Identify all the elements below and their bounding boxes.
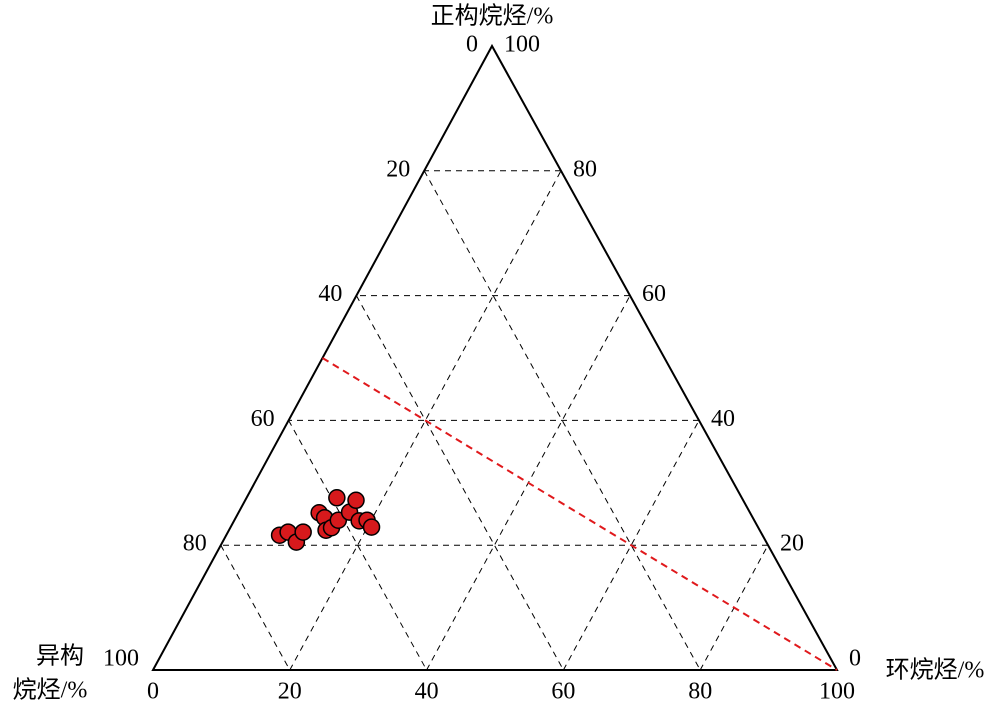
bottom-tick-label: 100 — [819, 679, 855, 705]
left-tick-label: 20 — [386, 156, 410, 182]
bottom-tick-label: 40 — [415, 679, 439, 705]
bottom-tick-label: 0 — [147, 679, 159, 705]
reference-line — [321, 357, 838, 671]
grid-line — [289, 170, 562, 671]
right-axis-title: 环烷烃/% — [886, 657, 985, 684]
grid-line — [423, 170, 701, 671]
grid-line — [355, 295, 564, 671]
top-axis-title: 正构烷烃/% — [431, 3, 554, 30]
left-tick-label: 0 — [466, 32, 478, 58]
grid-line — [220, 544, 291, 671]
data-point — [347, 491, 365, 510]
grid-line — [562, 420, 700, 671]
grid-line — [288, 420, 428, 671]
left-tick-label: 100 — [103, 646, 139, 672]
right-tick-label: 0 — [849, 646, 861, 672]
right-tick-label: 60 — [642, 281, 666, 307]
triangle-frame — [151, 43, 839, 671]
right-tick-label: 80 — [573, 156, 597, 182]
right-tick-label: 40 — [711, 406, 735, 432]
bottom-tick-label: 20 — [278, 679, 302, 705]
left-tick-label: 40 — [318, 281, 342, 307]
bottom-tick-label: 80 — [688, 679, 712, 705]
left-axis-title: 烷烃/% — [13, 677, 88, 704]
bottom-tick-label: 60 — [551, 679, 575, 705]
data-point — [328, 489, 346, 507]
data-point — [362, 518, 381, 536]
right-tick-label: 20 — [780, 531, 804, 557]
left-tick-label: 60 — [251, 406, 275, 432]
left-tick-label: 80 — [183, 531, 207, 557]
data-point — [294, 523, 312, 541]
right-tick-label: 100 — [504, 32, 540, 58]
left-axis-title: 异构 — [36, 643, 84, 670]
